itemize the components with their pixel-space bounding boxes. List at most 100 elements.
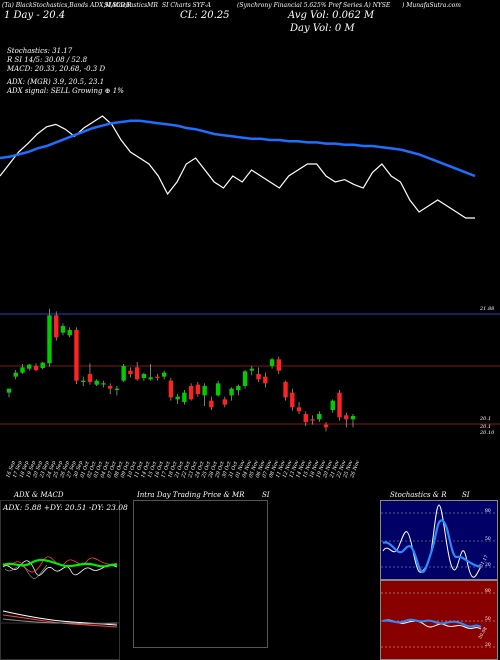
- stochastics-info: Stochastics: 31.17: [7, 47, 73, 55]
- date-tick-label: 16 Sep: [5, 459, 17, 478]
- adx-aux-line: [4, 564, 48, 579]
- candle-body: [13, 372, 18, 377]
- candle-body: [209, 400, 214, 408]
- candle-body: [121, 366, 126, 381]
- candle-body: [182, 392, 187, 402]
- stoch-panel-title: Stochastics & R: [390, 491, 447, 499]
- candle-body: [290, 392, 295, 408]
- date-tick-label: 09 Oct: [120, 460, 132, 479]
- candlestick-chart: [0, 308, 500, 432]
- candle-body: [236, 386, 241, 390]
- stoch-axis-20: 20: [485, 563, 491, 568]
- date-tick-label: 14 Oct: [140, 460, 152, 479]
- candle-body: [242, 371, 248, 386]
- candle-body: [303, 414, 308, 422]
- stoch-k-line: [382, 504, 482, 578]
- header-right2: ) MunafaSutra.com: [402, 2, 461, 9]
- stoch-d-line: [382, 519, 482, 574]
- candle-body: [350, 416, 356, 420]
- date-tick-label: 08 Oct: [113, 460, 125, 479]
- day-vol-label: Day Vol: 0 M: [290, 23, 355, 34]
- adx-line: [2, 560, 118, 576]
- date-tick-label: 18 Nov: [309, 459, 321, 478]
- candle-body: [344, 415, 349, 420]
- candle-body: [87, 374, 93, 382]
- price-bottom-label-3: 20.10: [480, 430, 495, 436]
- intraday-panel: [133, 500, 268, 648]
- rsi-info: R SI 14/5: 30.08 / 52.8: [7, 56, 88, 64]
- date-tick-label: 07 Nov: [262, 459, 274, 478]
- adx-panel-title: ADX & MACD: [14, 491, 64, 499]
- candle-body: [168, 380, 174, 398]
- stochastic-line: [0, 115, 475, 219]
- candle-body: [20, 367, 25, 373]
- rsi-axis-50: 50: [485, 617, 491, 622]
- date-tick-label: 04 Nov: [241, 459, 253, 478]
- header-mid1: SI,StochasticsMR: [104, 2, 158, 9]
- candle-body: [229, 388, 234, 396]
- candle-body: [101, 383, 106, 385]
- date-tick-label: 17 Sep: [12, 459, 24, 478]
- date-tick-label: 18 Oct: [167, 460, 179, 479]
- moving-average-line: [0, 119, 476, 178]
- stochastic-ma-chart: [0, 115, 476, 219]
- candle-body: [195, 384, 201, 394]
- candle-body: [310, 419, 315, 421]
- candle-body: [47, 315, 52, 364]
- adx-macd-panel: ADX: 5.88 +DY: 20.51 -DY: 23.08: [0, 500, 128, 660]
- price-bottom-label-1: 20.1: [480, 416, 492, 422]
- stochastics-panel: 80 50 20 31.17: [380, 500, 498, 580]
- date-tick-label: 03 Oct: [93, 460, 105, 479]
- candle-body: [249, 368, 255, 371]
- date-tick-label: 02 Oct: [86, 460, 98, 479]
- adx-values: ADX: 5.88 +DY: 20.51 -DY: 23.08: [3, 503, 128, 512]
- date-tick-label: 13 Nov: [289, 459, 301, 478]
- candle-body: [67, 330, 72, 336]
- candle-body: [175, 396, 180, 400]
- rsi-axis-80: 80: [485, 589, 491, 594]
- date-tick-label: 18 Sep: [19, 459, 31, 478]
- candle-body: [263, 376, 268, 384]
- candle-body: [202, 386, 207, 396]
- date-tick-label: 04 Oct: [100, 460, 112, 479]
- date-tick-label: 11 Nov: [275, 459, 287, 478]
- candle-body: [94, 380, 99, 385]
- candle-body: [323, 424, 329, 428]
- candle-body: [74, 330, 79, 381]
- candle-body: [141, 374, 147, 378]
- adx-signal-info: ADX signal: SELL Growing ⊕ 1%: [7, 87, 124, 95]
- date-tick-label: 06 Nov: [255, 459, 267, 478]
- candle-body: [40, 362, 45, 368]
- rsi-panel: 80 50 20 30.08: [380, 580, 498, 660]
- date-tick-label: 12 Nov: [282, 459, 294, 478]
- candle-body: [296, 407, 302, 412]
- date-tick-label: 05 Nov: [248, 459, 260, 478]
- candle-body: [317, 414, 322, 420]
- date-tick-label: 14 Nov: [295, 459, 307, 478]
- header-left: (Ta) BlackStochastics,Bands ADX,MACD,R: [2, 2, 132, 9]
- candle-body: [283, 382, 288, 398]
- date-tick-label: 30 Sep: [73, 459, 85, 478]
- header-mid2: SI Charts SYF-A: [162, 2, 212, 9]
- macd-hist-line: [2, 618, 118, 625]
- candle-body: [161, 372, 167, 377]
- day-label: 1 Day - 20.4: [4, 10, 66, 21]
- date-tick-label: 30 Oct: [221, 460, 233, 479]
- date-tick-label: 31 Oct: [228, 460, 240, 479]
- candle-body: [269, 359, 275, 366]
- adx-macd-plot: [1, 556, 119, 628]
- date-tick-label: 19 Sep: [25, 459, 37, 478]
- candle-body: [148, 377, 153, 380]
- rsi-axis-20: 20: [485, 643, 491, 648]
- candle-body: [276, 359, 282, 371]
- candle-body: [330, 400, 335, 410]
- candle-body: [80, 380, 86, 382]
- candle-body: [155, 376, 160, 378]
- stoch-axis-80: 80: [485, 509, 491, 514]
- stochastics-plot: [381, 504, 497, 578]
- date-tick-label: 17 Oct: [160, 460, 172, 479]
- candle-body: [6, 388, 12, 393]
- rsi-line: [382, 619, 482, 630]
- avg-vol-label: Avg Vol: 0.062 M: [288, 10, 375, 21]
- minus-di-line: [2, 556, 118, 573]
